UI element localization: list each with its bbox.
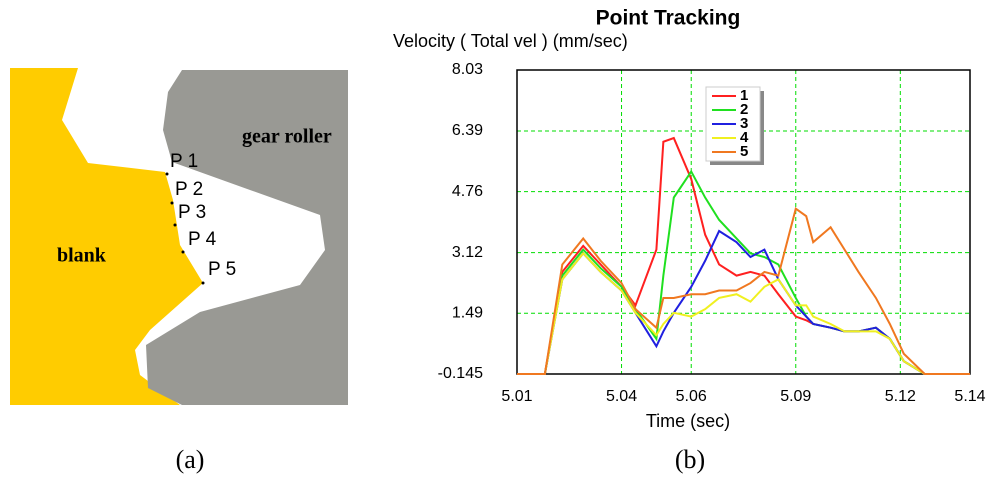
y-tick-label: 6.39 bbox=[452, 122, 483, 139]
point-label: P 5 bbox=[208, 259, 236, 280]
caption: (a) bbox=[176, 445, 205, 474]
diagram-label: gear roller bbox=[242, 126, 332, 148]
legend-label: 5 bbox=[740, 143, 748, 160]
point bbox=[174, 224, 177, 227]
y-axis-label: Velocity ( Total vel ) (mm/sec) bbox=[393, 31, 628, 51]
x-tick-label: 5.14 bbox=[954, 388, 985, 405]
point-label: P 3 bbox=[178, 202, 206, 223]
caption: (b) bbox=[675, 445, 705, 474]
point-label: P 4 bbox=[188, 229, 217, 250]
y-tick-label: -0.145 bbox=[438, 365, 483, 382]
point-label: P 1 bbox=[170, 151, 198, 172]
diagram-label: blank bbox=[57, 245, 107, 267]
point bbox=[171, 202, 174, 205]
point-label: P 2 bbox=[175, 179, 203, 200]
point bbox=[182, 251, 185, 254]
y-tick-label: 8.03 bbox=[452, 61, 483, 78]
point bbox=[202, 282, 205, 285]
chart-title: Point Tracking bbox=[596, 7, 741, 30]
diagram: gear roller blank P 1 P 2 P 3 P 4 P 5 (a… bbox=[10, 68, 348, 474]
y-tick-label: 3.12 bbox=[452, 244, 483, 261]
x-tick-label: 5.06 bbox=[676, 388, 707, 405]
x-tick-label: 5.04 bbox=[606, 388, 637, 405]
x-axis-label: Time (sec) bbox=[646, 411, 730, 431]
y-tick-label: 4.76 bbox=[452, 183, 483, 200]
x-tick-label: 5.01 bbox=[501, 388, 532, 405]
y-tick-label: 1.49 bbox=[452, 304, 483, 321]
point bbox=[166, 173, 169, 176]
x-tick-label: 5.09 bbox=[780, 388, 811, 405]
figure: gear roller blank P 1 P 2 P 3 P 4 P 5 (a… bbox=[0, 0, 1003, 480]
x-tick-label: 5.12 bbox=[885, 388, 916, 405]
